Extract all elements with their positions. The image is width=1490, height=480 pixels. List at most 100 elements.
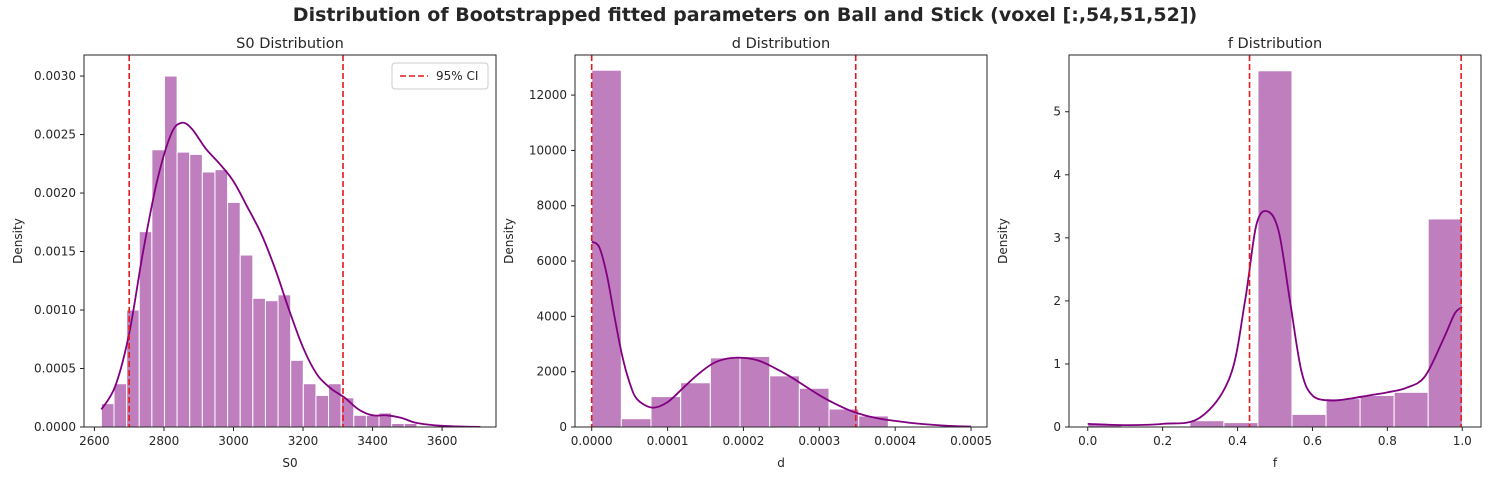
y-tick-label: 0.0020: [34, 186, 76, 200]
y-tick-label: 0.0025: [34, 128, 76, 142]
legend-box: [391, 62, 489, 90]
y-axis-label: Density: [502, 218, 516, 264]
histogram-bar: [189, 153, 203, 427]
y-tick-label: 0.0015: [34, 245, 76, 259]
histogram-bar: [1189, 420, 1225, 427]
y-tick-label: 0.0010: [34, 303, 76, 317]
panel-title: d Distribution: [732, 36, 830, 52]
x-tick-label: 0.0004: [874, 434, 916, 448]
histogram-bar: [709, 357, 741, 427]
legend-ci-label: 95% CI: [436, 69, 478, 83]
histogram-bar: [650, 396, 682, 427]
x-axis-label: f: [1273, 456, 1278, 470]
y-tick-label: 6000: [536, 254, 567, 268]
x-tick-label: 0.8: [1378, 434, 1397, 448]
y-tick-label: 4: [1053, 168, 1061, 182]
x-tick-label: 0.0002: [722, 434, 764, 448]
histogram-bar: [277, 294, 292, 427]
y-tick-label: 8000: [536, 199, 567, 213]
histogram-bar: [620, 418, 652, 427]
histogram-bar: [252, 297, 266, 427]
histogram-bar: [176, 151, 191, 427]
y-tick-label: 0.0000: [34, 420, 76, 434]
histogram-bar: [340, 397, 355, 427]
histogram-bar: [214, 169, 229, 427]
figure-title: Distribution of Bootstrapped fitted para…: [292, 4, 1198, 26]
histogram-bar: [739, 355, 771, 427]
x-tick-label: 0.4: [1228, 434, 1247, 448]
y-tick-label: 2000: [536, 365, 567, 379]
histogram-bar: [302, 383, 317, 427]
histogram-bar: [1427, 218, 1463, 427]
histogram-bar: [1325, 398, 1361, 427]
x-tick-label: 2600: [79, 434, 110, 448]
chart-panel-2: 0.0 0.2 0.4 0.6 0.8 1.0 0 1 2 3 4 5 f Distribution f D…: [996, 36, 1482, 470]
y-axis-label: Density: [11, 218, 25, 264]
x-tick-label: 0.0003: [798, 434, 840, 448]
y-tick-label: 3: [1053, 231, 1061, 245]
histogram-bar: [315, 394, 330, 427]
x-tick-label: 0.0001: [647, 434, 689, 448]
axes-frame: [1068, 54, 1482, 428]
histogram-bar: [391, 422, 405, 427]
x-tick-label: 1.0: [1453, 434, 1472, 448]
histogram-bar: [239, 254, 254, 427]
x-tick-label: 0.0: [1078, 434, 1097, 448]
y-tick-label: 0: [559, 420, 567, 434]
x-tick-label: 3600: [427, 434, 458, 448]
y-tick-label: 1: [1053, 357, 1061, 371]
y-tick-label: 10000: [529, 143, 567, 157]
histogram-bar: [290, 359, 304, 427]
kde-curve: [100, 121, 481, 427]
panel-title: f Distribution: [1228, 36, 1322, 52]
histogram-bar: [403, 422, 418, 427]
y-tick-label: 4000: [536, 309, 567, 323]
histogram-bar: [328, 383, 342, 427]
kde-curve: [591, 240, 972, 427]
histogram-bar: [680, 382, 711, 427]
chart-panel-1: 0.0000 0.0001 0.0002 0.0003 0.0004 0.0005 0 200…: [502, 36, 992, 470]
x-tick-label: 3400: [357, 434, 388, 448]
histogram-bar: [113, 383, 128, 427]
plot-area: [591, 69, 972, 427]
histogram-bar: [365, 414, 380, 427]
plot-area: [100, 75, 481, 427]
x-tick-label: 0.0005: [950, 434, 992, 448]
histogram-bar: [769, 375, 800, 427]
histogram-bar: [798, 387, 830, 427]
histogram-bar: [227, 201, 241, 427]
x-axis-label: S0: [282, 456, 297, 470]
y-tick-label: 5: [1053, 105, 1061, 119]
chart-panel-0: 2600 2800 3000 3200 3400 3600 0.0000 0.0005 0.00…: [11, 36, 497, 470]
x-tick-label: 3000: [218, 434, 249, 448]
y-tick-label: 0: [1053, 420, 1061, 434]
histogram-bar: [1223, 422, 1259, 427]
y-tick-label: 12000: [529, 88, 567, 102]
x-tick-label: 2800: [149, 434, 180, 448]
kde-curve: [1087, 210, 1463, 427]
histogram-bar: [1257, 70, 1293, 427]
histogram-bar: [591, 69, 622, 427]
axes-frame: [83, 54, 497, 428]
y-tick-label: 0.0005: [34, 362, 76, 376]
histogram-bar: [1291, 413, 1327, 427]
legend: 95% CI: [391, 62, 489, 90]
plot-area: [1087, 70, 1463, 427]
histogram-bar: [163, 75, 178, 427]
histogram-bar: [1359, 394, 1395, 427]
x-tick-label: 0.2: [1153, 434, 1172, 448]
axes-frame: [574, 54, 988, 428]
histogram-bar: [1393, 391, 1429, 427]
x-axis-label: d: [777, 456, 785, 470]
panel-title: S0 Distribution: [236, 36, 344, 52]
x-tick-label: 3200: [288, 434, 319, 448]
histogram-bar: [151, 149, 165, 427]
y-axis-label: Density: [996, 218, 1010, 264]
histogram-bar: [264, 300, 279, 427]
x-tick-label: 0.0000: [571, 434, 613, 448]
histogram-bar: [353, 414, 367, 427]
x-tick-label: 0.6: [1303, 434, 1322, 448]
y-tick-label: 2: [1053, 294, 1061, 308]
histogram-bar: [201, 171, 216, 427]
